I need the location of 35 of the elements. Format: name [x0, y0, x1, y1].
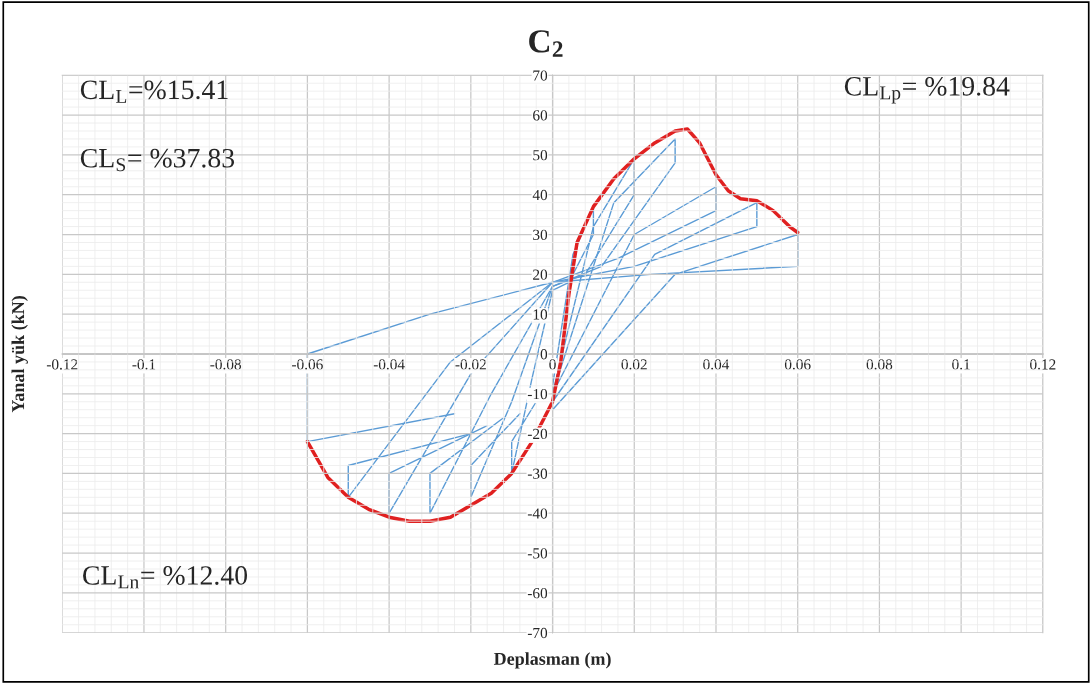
chart-title: C$_{2}$ — [529, 30, 563, 57]
y-tick-label: 50 — [533, 150, 548, 161]
x-axis-title: Deplasman (m) — [493, 652, 611, 669]
x-tick-label: 0.02 — [621, 359, 647, 370]
y-tick-label: 40 — [532, 189, 548, 201]
x-tick-label: -0.06 — [292, 359, 323, 370]
y-tick-label: 0 — [540, 349, 548, 360]
y-tick-label: 10 — [533, 309, 548, 320]
x-tick-label: -0.12 — [46, 359, 78, 370]
annotation: CL$_{L}$=%15.41 — [80, 80, 228, 103]
y-tick-label: 20 — [533, 269, 548, 280]
y-axis-title: Yanal yük (kN) — [11, 296, 28, 413]
y-tick-label: -40 — [527, 508, 548, 519]
annotation: CL$_{Lp}$= %19.84 — [844, 76, 1010, 104]
x-tick-label: 0.08 — [866, 359, 893, 370]
y-tick-label: -30 — [527, 468, 548, 479]
x-tick-label: 0 — [549, 359, 556, 370]
y-tick-label: 30 — [533, 229, 548, 240]
x-tick-label: 0.04 — [703, 359, 730, 370]
y-tick-label: 60 — [533, 110, 548, 121]
x-tick-label: -0.02 — [455, 359, 486, 370]
y-tick-label: -20 — [527, 428, 548, 440]
y-tick-label: -50 — [527, 548, 548, 559]
x-tick-label: 0.1 — [952, 359, 970, 370]
x-tick-label: 0.06 — [784, 359, 811, 370]
y-tick-label: 70 — [533, 70, 548, 81]
y-tick-label: -60 — [527, 588, 548, 599]
annotation: CL$_{S}$= %37.83 — [80, 148, 235, 172]
x-tick-label: -0.1 — [132, 359, 156, 370]
annotation: CL$_{Ln}$= %12.40 — [83, 566, 248, 589]
x-tick-label: -0.04 — [373, 359, 405, 370]
x-tick-label: 0.12 — [1030, 359, 1056, 370]
x-tick-label: -0.08 — [210, 359, 242, 370]
y-tick-label: -10 — [527, 388, 548, 400]
y-tick-label: -70 — [527, 627, 548, 639]
